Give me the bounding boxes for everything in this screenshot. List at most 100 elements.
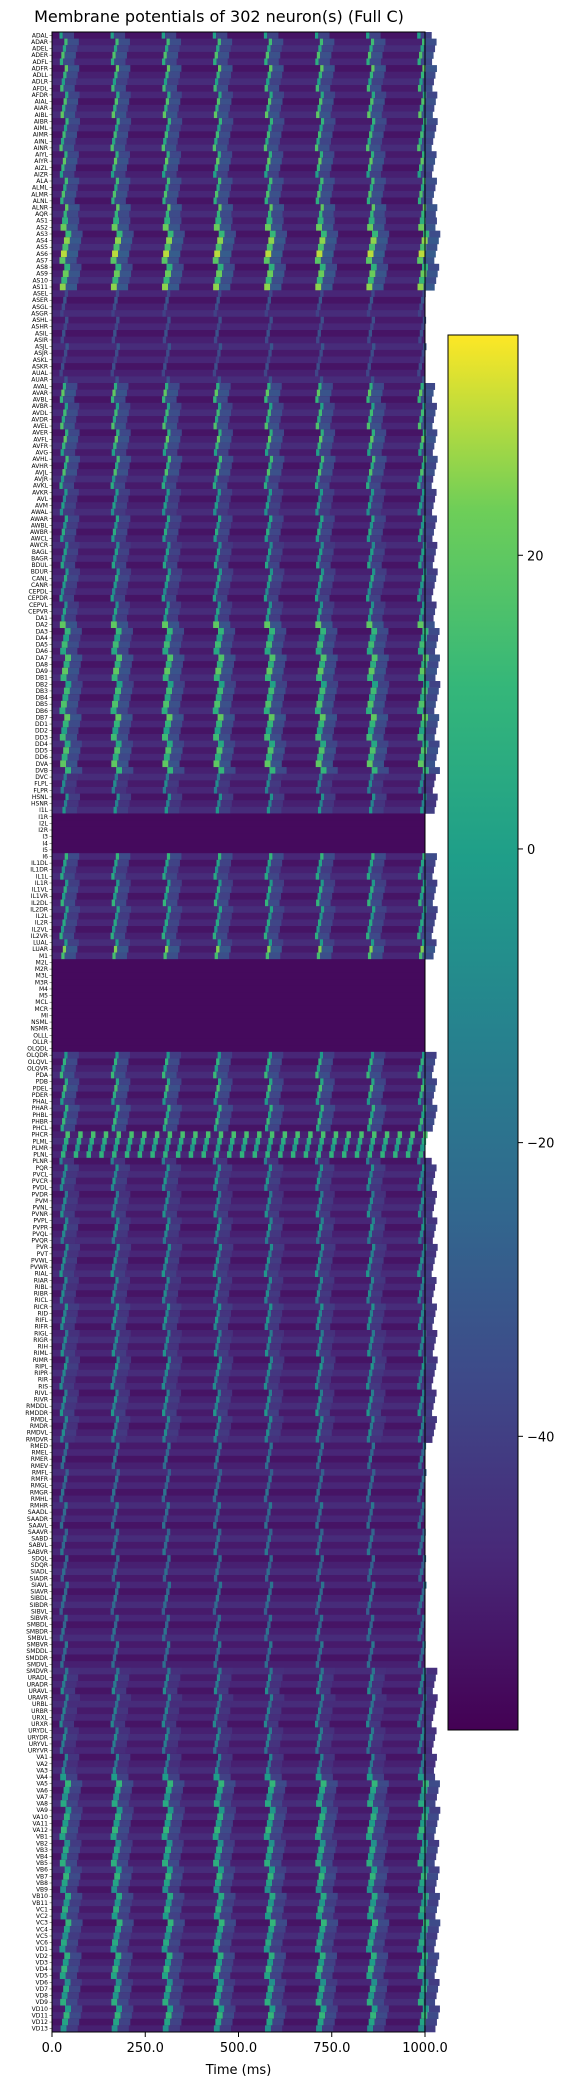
decay-cell [220,939,233,947]
decay-cell [169,1389,182,1397]
spike-cell [316,926,320,933]
heatmap-row-baseline [52,1190,425,1198]
decay-cell [318,482,330,490]
heatmap-row-baseline [52,151,425,159]
decay-cell [168,1257,180,1265]
spike-cell [112,1376,116,1384]
spike-cell [212,482,217,490]
spike-cell [217,1866,224,1874]
spike-cell [422,1217,427,1225]
spike-cell [167,1780,174,1788]
spike-cell [116,1806,123,1814]
spike-cell [115,349,119,357]
neuron-label: AIAR [34,105,48,112]
heatmap-row-baseline [52,38,425,46]
decay-cell [117,1283,129,1291]
decay-cell [427,1786,439,1794]
spike-cell [370,323,374,331]
decay-cell [426,429,438,437]
decay-cell [423,1733,436,1741]
decay-cell [428,740,440,748]
spike-cell [263,707,270,715]
spike-cell [213,1998,220,2006]
heatmap-row [52,1363,437,1371]
spike-cell [317,555,321,563]
decay-cell [66,1396,78,1404]
heatmap-row [52,1588,425,1596]
decay-cell [371,1290,383,1298]
decay-cell [66,495,78,503]
decay-cell [274,687,286,695]
spike-cell [319,1839,326,1847]
decay-cell [121,1813,133,1821]
spike-cell [165,1674,170,1682]
spike-cell [264,396,268,404]
spike-cell [367,1402,372,1410]
decay-cell [113,1382,126,1390]
spike-cell [268,1588,272,1596]
spike-cell [62,1455,66,1463]
decay-cell [65,780,77,788]
decay-cell [374,2018,386,2026]
spike-cell [112,1826,119,1834]
heatmap-row [52,283,435,291]
spike-cell [320,1416,324,1424]
spike-cell [217,1416,222,1424]
spike-cell [162,535,166,543]
decay-cell [165,197,177,205]
spike-cell [369,522,374,529]
spike-cell [113,555,117,563]
spike-cell [63,349,68,357]
spike-cell [420,919,424,927]
decay-cell [425,1992,437,2000]
decay-cell [219,1760,232,1768]
decay-cell [219,1912,232,1920]
spike-cell [60,475,65,483]
spike-cell [60,1349,64,1357]
heatmap-row-baseline [52,1058,425,1066]
spike-cell [267,1647,271,1655]
spike-cell [62,382,67,390]
spike-cell [320,628,327,635]
spike-cell [318,1058,322,1066]
spike-cell [112,1488,116,1496]
decay-cell [370,1210,382,1218]
spike-cell [111,1323,115,1331]
decay-cell [428,1866,440,1874]
spike-cell [314,1608,319,1616]
decay-cell [119,853,131,861]
decay-cell [166,1740,179,1748]
spike-cell [314,144,319,152]
decay-cell [118,1336,130,1344]
heatmap-row-baseline [52,1727,425,1735]
spike-cell [162,84,166,92]
heatmap-row-baseline [52,1575,425,1582]
spike-cell [213,84,217,92]
spike-cell [268,601,273,609]
spike-cell [265,1515,270,1523]
neuron-label: CEPDR [28,595,48,602]
heatmap-row-baseline [52,1919,425,1927]
decay-cell [166,111,178,119]
spike-cell [215,1230,219,1238]
decay-cell [220,435,232,443]
spike-cell [65,1919,72,1927]
heatmap-row [52,84,433,92]
spike-cell [265,1402,270,1410]
decay-cell [426,1330,438,1337]
decay-cell [274,1839,286,1847]
decay-cell [373,1111,385,1119]
spike-cell [417,873,422,880]
heatmap-row-baseline [52,1084,425,1092]
decay-cell [221,515,233,523]
decay-cell [115,899,127,907]
spike-cell [264,84,268,92]
decay-cell [166,389,179,397]
decay-cell [116,190,128,198]
spike-cell [420,1707,424,1715]
spike-cell [368,1429,372,1437]
decay-cell [219,674,232,682]
spike-cell [266,806,271,814]
spike-cell [319,323,323,331]
spike-cell [213,1886,220,1894]
